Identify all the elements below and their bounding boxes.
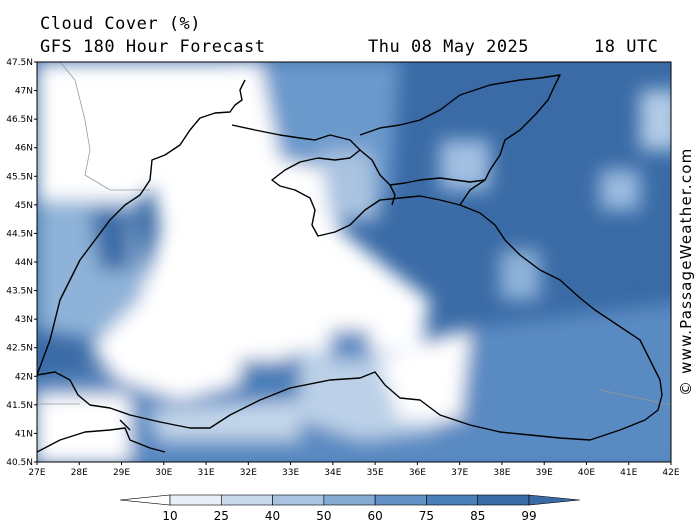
- lat-tick-label: 44.5N: [6, 229, 33, 239]
- lon-tick-label: 31E: [197, 468, 214, 478]
- lon-tick-label: 29E: [113, 468, 130, 478]
- colorbar-segment: [374, 494, 427, 506]
- lat-tick-label: 47.5N: [6, 58, 33, 68]
- lat-tick-label: 43.5N: [6, 287, 33, 297]
- latitude-axis: 47.5N 47N 46.5N 46N 45.5N 45N 44.5N 44N 43.5N 43N…: [6, 58, 37, 468]
- colorbar-segment: [477, 494, 530, 506]
- forecast-time: 18 UTC: [594, 37, 659, 57]
- forecast-date: Thu 08 May 2025: [368, 37, 530, 57]
- lat-tick-label: 40.5N: [6, 458, 33, 468]
- lat-tick-label: 45N: [15, 201, 33, 211]
- colorbar-tick-label: 40: [264, 509, 281, 523]
- lon-tick-label: 36E: [409, 468, 426, 478]
- lon-tick-label: 42E: [662, 468, 679, 478]
- forecast-subtitle: GFS 180 Hour Forecast: [40, 37, 266, 57]
- cloud-cover-field: [37, 62, 671, 462]
- lat-tick-label: 43N: [15, 315, 33, 325]
- lat-tick-label: 46N: [15, 144, 33, 154]
- colorbar-tick-label: 60: [367, 509, 383, 523]
- colorbar: [119, 494, 581, 506]
- lon-tick-label: 32E: [240, 468, 257, 478]
- lat-tick-label: 44N: [15, 258, 33, 268]
- colorbar-segment: [272, 494, 325, 506]
- lat-tick-label: 41.5N: [6, 401, 33, 411]
- lon-tick-label: 39E: [536, 468, 553, 478]
- colorbar-segment: [220, 494, 273, 506]
- colorbar-tick-label: 50: [316, 509, 332, 523]
- lat-tick-label: 42N: [15, 372, 33, 382]
- lon-tick-label: 34E: [324, 468, 341, 478]
- lat-tick-label: 47N: [15, 87, 33, 97]
- colorbar-min-arrow: [119, 494, 171, 506]
- lat-tick-label: 46.5N: [6, 115, 33, 125]
- colorbar-segment: [323, 494, 376, 506]
- lon-tick-label: 40E: [578, 468, 595, 478]
- lon-tick-label: 37E: [451, 468, 468, 478]
- lon-tick-label: 33E: [282, 468, 299, 478]
- lon-tick-label: 30E: [155, 468, 172, 478]
- lon-tick-label: 41E: [620, 468, 637, 478]
- colorbar-tick-label: 99: [521, 509, 537, 523]
- lon-tick-label: 28E: [71, 468, 88, 478]
- colorbar-tick-label: 10: [162, 509, 178, 523]
- colorbar-tick-label: 85: [470, 509, 486, 523]
- lat-tick-label: 42.5N: [6, 344, 33, 354]
- lon-tick-label: 38E: [493, 468, 510, 478]
- colorbar-tick-label: 25: [213, 509, 229, 523]
- lon-tick-label: 35E: [367, 468, 384, 478]
- colorbar-segment: [426, 494, 479, 506]
- colorbar-segment: [169, 494, 222, 506]
- lat-tick-label: 45.5N: [6, 172, 33, 182]
- colorbar-tick-label: 75: [418, 509, 435, 523]
- longitude-axis: 27E 28E 29E 30E 31E 32E 33E 34E 35E 36E 37E 38E 39E 4…: [28, 462, 680, 478]
- lon-tick-label: 27E: [28, 468, 45, 478]
- lat-tick-label: 41N: [15, 429, 33, 439]
- map-title: Cloud Cover (%): [40, 14, 202, 34]
- coastline: [37, 74, 663, 453]
- colorbar-max-arrow: [528, 494, 581, 506]
